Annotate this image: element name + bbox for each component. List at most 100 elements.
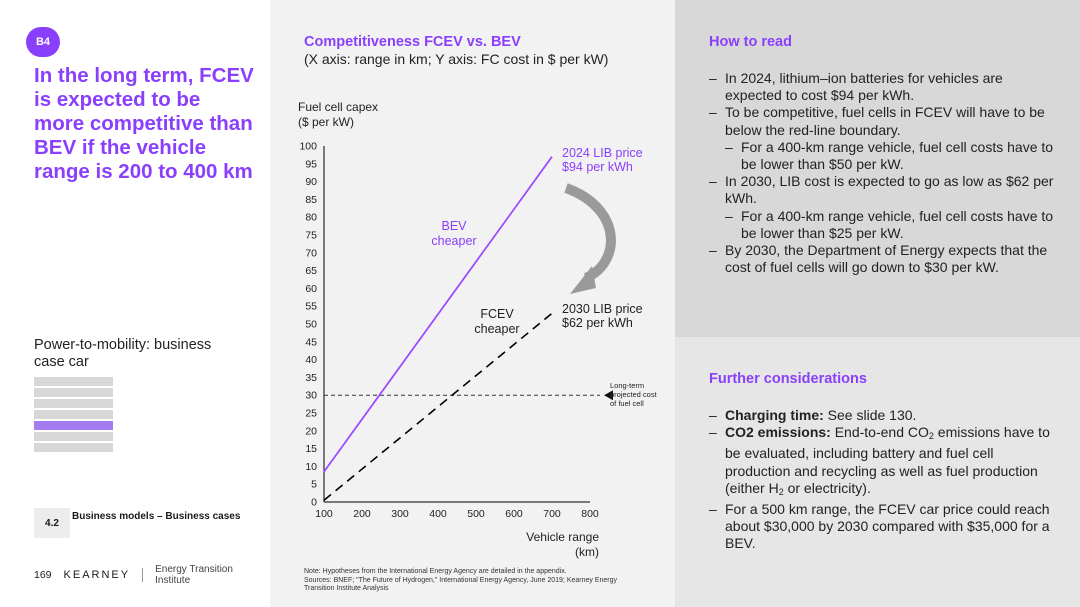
bold-label: CO2 emissions:: [725, 424, 831, 441]
reference-label: of fuel cell: [610, 399, 644, 408]
y-tick-label: 45: [305, 336, 317, 348]
bold-label: Charging time:: [725, 407, 824, 423]
item-text: See slide 130.: [823, 407, 917, 423]
chart-panel: Competitiveness FCEV vs. BEV (X axis: ra…: [270, 0, 675, 607]
y-axis-label: Fuel cell capex: [298, 100, 378, 114]
section-title: Power-to-mobility: business case car: [34, 337, 212, 370]
series-2030-line: [323, 312, 553, 501]
y-tick-label: 90: [305, 176, 317, 188]
section-label: Business models – Business cases: [72, 511, 241, 522]
y-tick-label: 0: [311, 497, 317, 509]
reference-arrow-icon: [604, 390, 613, 401]
page-number: 169: [34, 569, 52, 581]
y-tick-label: 35: [305, 372, 317, 384]
list-item: For a 400-km range vehicle, fuel cell co…: [709, 208, 1059, 242]
list-item: In 2030, LIB cost is expected to go as l…: [709, 173, 1059, 207]
how-to-read-list: In 2024, lithium–ion batteries for vehic…: [709, 70, 1059, 276]
further-list: Charging time: See slide 130. CO2 emissi…: [709, 407, 1059, 553]
arrow-head-icon: [570, 266, 596, 294]
bev-cheaper-label: BEV: [441, 219, 467, 233]
curved-arrow-icon: [564, 183, 616, 283]
item-text: or electricity).: [783, 479, 871, 496]
series-2024-line: [323, 156, 553, 473]
x-tick-label: 200: [353, 508, 371, 520]
progress-bar: [34, 399, 113, 408]
chart-title: Competitiveness FCEV vs. BEV: [304, 34, 521, 50]
reference-label: projected cost: [610, 390, 658, 399]
y-tick-label: 15: [305, 443, 317, 455]
note-line: Transition Institute Analysis: [304, 585, 389, 592]
fcev-cheaper-label: cheaper: [474, 322, 519, 336]
list-item: CO2 emissions: End-to-end CO2 emissions …: [709, 424, 1059, 501]
y-axis-label: ($ per kW): [298, 115, 354, 129]
progress-bar: [34, 377, 113, 386]
annotation-2030: 2030 LIB price: [562, 302, 643, 316]
y-tick-label: 75: [305, 230, 317, 242]
how-to-read-panel: How to read In 2024, lithium–ion batteri…: [675, 0, 1080, 337]
y-tick-label: 100: [299, 141, 317, 153]
progress-bars: [34, 377, 113, 454]
y-tick-label: 40: [305, 354, 317, 366]
list-item: By 2030, the Department of Energy expect…: [709, 242, 1059, 276]
y-tick-label: 70: [305, 247, 317, 259]
y-tick-label: 60: [305, 283, 317, 295]
subscript: 2: [778, 486, 784, 497]
y-tick-label: 80: [305, 212, 317, 224]
x-axis-label: Vehicle range: [526, 530, 599, 544]
progress-bar: [34, 410, 113, 419]
line-chart: 0 5 10 15 20 25 30 35 40 45 50 55 60 65 70 75 80 85 90 95 10…: [298, 100, 658, 559]
further-considerations-panel: Further considerations Charging time: Se…: [675, 337, 1080, 607]
y-tick-label: 20: [305, 425, 317, 437]
x-axis-label: (km): [575, 545, 599, 559]
brand-logo: KEARNEY: [63, 569, 131, 581]
subscript: 2: [928, 431, 934, 442]
item-text: For a 500 km range, the FCEV car price c…: [725, 501, 1050, 552]
left-panel: B4 In the long term, FCEV is expected to…: [0, 0, 270, 607]
list-item: For a 400-km range vehicle, fuel cell co…: [709, 139, 1059, 173]
bev-cheaper-label: cheaper: [431, 234, 476, 248]
item-text: End-to-end CO: [830, 424, 929, 441]
x-tick-label: 600: [505, 508, 523, 520]
progress-bar: [34, 421, 113, 430]
headline: In the long term, FCEV is expected to be…: [34, 64, 254, 183]
reference-label: Long-term: [610, 381, 644, 390]
x-tick-label: 800: [581, 508, 599, 520]
how-to-read-title: How to read: [709, 34, 792, 50]
source-note: Note: Hypotheses from the International …: [304, 568, 664, 594]
y-tick-label: 55: [305, 301, 317, 313]
footer: 169 KEARNEY Energy Transition Institute: [34, 564, 270, 586]
list-item: Charging time: See slide 130.: [709, 407, 1059, 424]
y-tick-label: 50: [305, 319, 317, 331]
y-tick-label: 25: [305, 408, 317, 420]
list-item: To be competitive, fuel cells in FCEV wi…: [709, 104, 1059, 138]
y-tick-label: 10: [305, 461, 317, 473]
section-number: 4.2: [34, 508, 70, 538]
item-text: emissions have to be evaluated, includin…: [725, 424, 1050, 496]
list-item: In 2024, lithium–ion batteries for vehic…: [709, 70, 1059, 104]
note-line: Note: Hypotheses from the International …: [304, 568, 567, 575]
y-tick-label: 5: [311, 479, 317, 491]
x-tick-label: 700: [543, 508, 561, 520]
y-tick-label: 65: [305, 265, 317, 277]
progress-bar: [34, 443, 113, 452]
divider: [142, 568, 144, 582]
slide-badge: B4: [26, 27, 60, 57]
chart-subtitle: (X axis: range in km; Y axis: FC cost in…: [304, 51, 609, 67]
annotation-2030: $62 per kWh: [562, 316, 633, 330]
y-tick-label: 85: [305, 194, 317, 206]
fcev-cheaper-label: FCEV: [480, 307, 514, 321]
x-tick-label: 100: [315, 508, 333, 520]
y-tick-label: 30: [305, 390, 317, 402]
note-line: Sources: BNEF; "The Future of Hydrogen,"…: [304, 576, 618, 584]
annotation-2024: 2024 LIB price: [562, 146, 643, 160]
further-title: Further considerations: [709, 371, 867, 387]
list-item: For a 500 km range, the FCEV car price c…: [709, 501, 1059, 553]
annotation-2024: $94 per kWh: [562, 160, 633, 174]
progress-bar: [34, 432, 113, 441]
institute-name: Energy Transition Institute: [155, 564, 233, 586]
x-tick-label: 500: [467, 508, 485, 520]
x-tick-label: 300: [391, 508, 409, 520]
progress-bar: [34, 388, 113, 397]
x-tick-label: 400: [429, 508, 447, 520]
y-tick-label: 95: [305, 158, 317, 170]
